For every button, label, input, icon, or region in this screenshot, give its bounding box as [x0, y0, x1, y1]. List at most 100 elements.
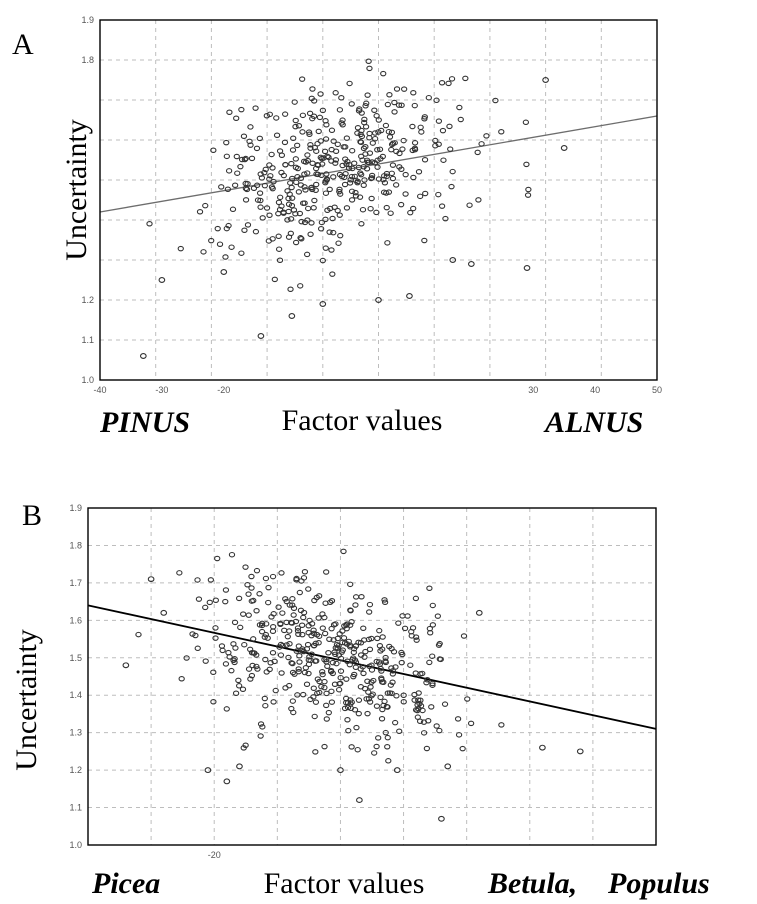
panel-b-data-point — [195, 596, 203, 602]
panel-a-data-point — [273, 132, 281, 138]
panel-b-data-point — [241, 641, 248, 648]
panel-b-y-tick-label: 1.2 — [69, 765, 82, 775]
panel-b-data-point — [279, 610, 286, 616]
panel-b-data-point — [296, 653, 303, 659]
panel-a-data-point — [343, 205, 351, 211]
panel-b-data-point — [436, 727, 443, 734]
panel-b-data-point — [346, 661, 353, 668]
panel-a-data-point — [391, 109, 398, 115]
panel-b-data-point — [277, 652, 285, 658]
panel-b-data-point — [335, 686, 343, 693]
panel-a-data-point — [208, 237, 215, 244]
panel-a-data-point — [421, 115, 428, 122]
panel-a-data-point — [266, 162, 273, 168]
panel-b-data-point — [289, 698, 296, 704]
panel-a-data-point — [421, 156, 429, 163]
panel-a-data-point — [387, 210, 394, 216]
panel-a-data-point — [348, 197, 356, 203]
panel-b-data-point — [313, 658, 320, 664]
panel-a-data-point — [305, 129, 313, 135]
panel-b-data-point — [336, 631, 343, 637]
panel-b-data-point — [295, 668, 302, 675]
panel-b-data-point — [290, 612, 297, 618]
panel-b-data-point — [237, 624, 244, 631]
panel-b-data-point — [323, 656, 330, 663]
panel-a-data-point — [373, 209, 380, 216]
panel-a-data-point — [295, 123, 303, 129]
panel-b-data-point — [295, 666, 302, 672]
panel-a-data-point — [478, 141, 485, 147]
panel-b-y-tick-label: 1.8 — [69, 540, 82, 550]
panel-a-data-point — [307, 231, 314, 238]
panel-a-data-point — [466, 202, 473, 208]
panel-a-data-point — [342, 156, 349, 162]
panel-b-data-point — [340, 635, 348, 641]
panel-b-data-point — [357, 639, 365, 646]
panel-a-data-point — [220, 269, 228, 275]
panel-b-data-point — [437, 656, 444, 663]
panel-a-data-point — [233, 115, 240, 122]
panel-b-data-point — [355, 697, 363, 703]
panel-b-data-point — [345, 727, 352, 734]
panel-a-data-point — [522, 119, 530, 126]
panel-b-data-point — [424, 676, 431, 683]
panel-b-data-point — [257, 733, 264, 739]
panel-a-data-point — [285, 208, 292, 215]
panel-a-data-point — [309, 115, 316, 122]
panel-a-data-point — [311, 197, 318, 204]
panel-b-data-point — [282, 596, 289, 602]
panel-b-data-point — [275, 604, 282, 610]
panel-a-x-tick-label: 50 — [652, 385, 662, 395]
panel-a-data-point — [291, 99, 298, 105]
panel-b-data-point — [289, 669, 297, 676]
panel-b-data-point — [300, 691, 307, 698]
panel-b-data-point — [367, 684, 374, 690]
panel-a-data-point — [223, 225, 230, 232]
panel-b-data-point — [305, 670, 312, 677]
panel-b-data-point — [245, 591, 252, 597]
panel-b-data-point — [381, 599, 389, 605]
panel-b-data-point — [400, 692, 407, 698]
panel-a-data-point — [328, 146, 335, 153]
panel-b-data-point — [401, 625, 409, 632]
panel-b-data-point — [235, 683, 243, 689]
panel-a-data-point — [349, 147, 356, 154]
panel-a-data-point — [297, 175, 305, 182]
panel-a-data-point — [290, 135, 297, 142]
panel-b-data-point — [367, 699, 374, 705]
panel-a-data-point — [200, 249, 207, 255]
panel-b-data-point — [223, 778, 231, 785]
panel-b-data-point — [393, 693, 400, 699]
panel-b-data-point — [248, 573, 255, 580]
panel-b-data-point — [250, 597, 257, 604]
panel-b-data-point — [398, 659, 405, 666]
panel-b-data-point — [312, 749, 319, 755]
panel-a-data-point — [380, 70, 387, 77]
panel-a-data-point — [375, 117, 382, 123]
panel-b-data-point — [244, 581, 251, 588]
panel-a-data-point — [299, 112, 307, 119]
panel-b-grid — [88, 508, 656, 845]
panel-b-data-point — [245, 666, 253, 672]
panel-a-data-point — [367, 205, 374, 212]
panel-b-data-point — [265, 584, 272, 591]
panel-a-y-tick-label: 1.9 — [81, 15, 94, 25]
panel-a-data-point — [398, 102, 405, 108]
panel-a-data-point — [448, 76, 456, 82]
panel-a-data-point — [342, 144, 349, 150]
panel-a-data-point — [348, 173, 356, 180]
panel-a-data-point — [406, 293, 413, 299]
panel-b-data-point — [386, 643, 393, 650]
panel-a-data-point — [228, 244, 235, 250]
panel-b-data-point — [373, 703, 381, 709]
panel-a-data-point — [347, 177, 354, 183]
panel-a-data-point — [352, 189, 359, 196]
panel-a-data-point — [297, 235, 304, 241]
panel-a-data-point — [222, 254, 229, 260]
panel-b-data-point — [455, 732, 463, 738]
panel-b-data-point — [333, 660, 340, 667]
panel-a-data-point — [318, 172, 325, 178]
panel-b-data-point — [296, 589, 303, 596]
panel-b-data-point — [296, 659, 303, 665]
panel-b-data-point — [319, 668, 326, 675]
